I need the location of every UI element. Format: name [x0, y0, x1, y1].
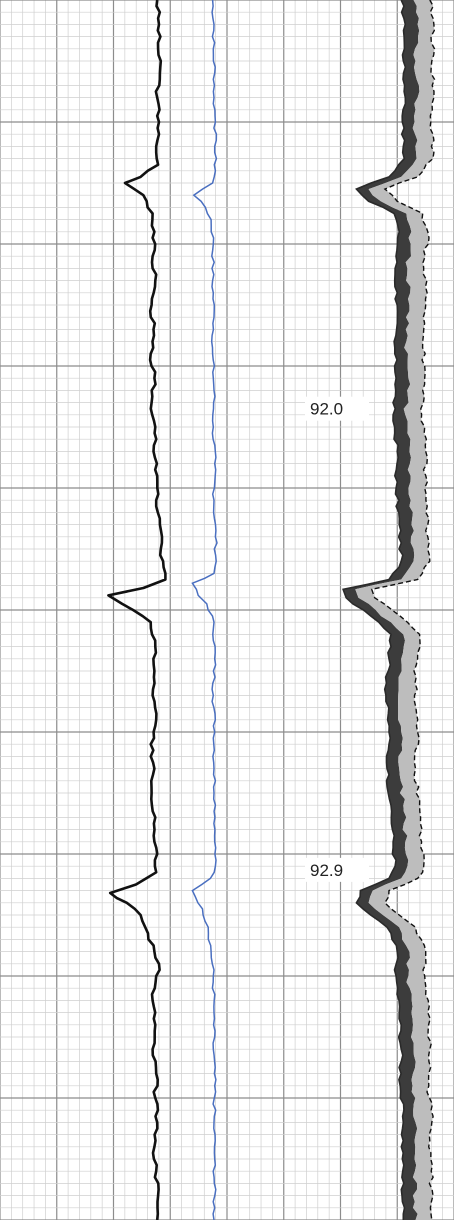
track1-curve	[107, 0, 167, 1220]
depth-label: 92.0	[310, 400, 343, 419]
depth-label-background	[305, 396, 369, 421]
track3-dark-fill	[343, 0, 420, 1220]
track3-dashed-curve	[370, 0, 436, 1220]
depth-labels: 92.0 92.9	[305, 396, 369, 882]
depth-label-background	[305, 857, 369, 882]
track2-curve	[191, 0, 218, 1220]
track3-curve	[342, 0, 407, 1220]
depth-label: 92.9	[310, 861, 343, 880]
log-curves	[107, 0, 436, 1220]
track3-light-fill	[355, 0, 435, 1220]
